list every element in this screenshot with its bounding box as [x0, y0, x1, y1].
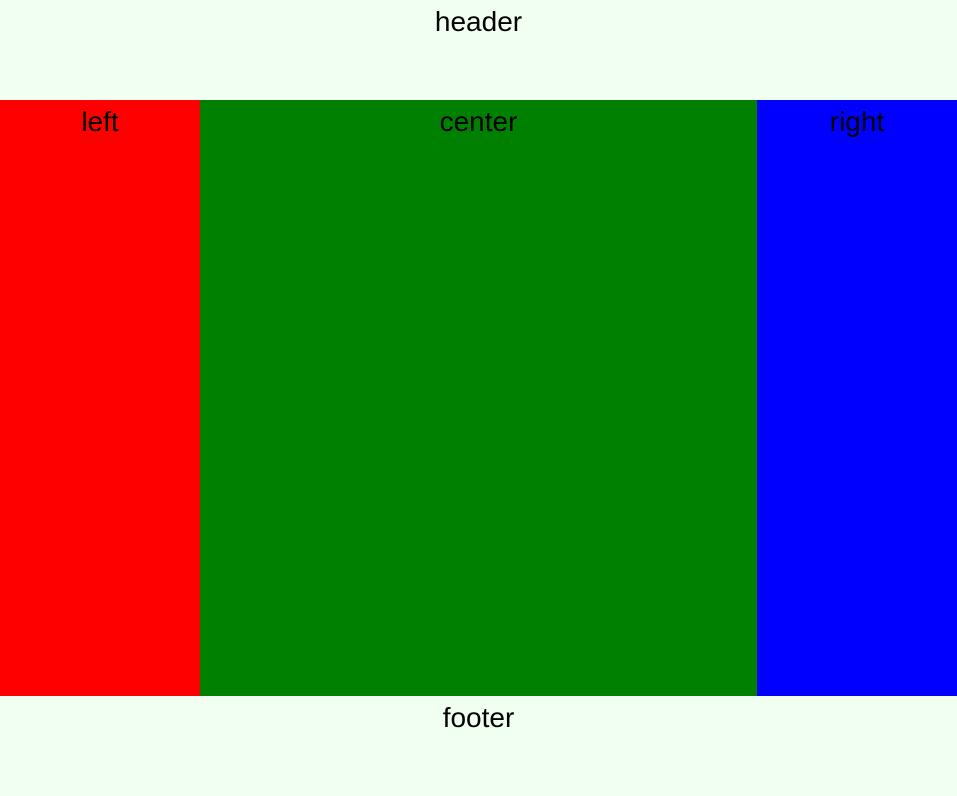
header: header [0, 0, 957, 100]
left-label: left [81, 106, 119, 137]
center-column: center [200, 100, 757, 696]
left-column: left [0, 100, 200, 696]
right-label: right [829, 106, 885, 137]
header-label: header [434, 6, 523, 37]
center-label: center [439, 106, 518, 137]
footer-label: footer [442, 702, 515, 733]
footer: footer [0, 696, 957, 796]
right-column: right [757, 100, 957, 696]
main-content: left center right [0, 100, 957, 696]
